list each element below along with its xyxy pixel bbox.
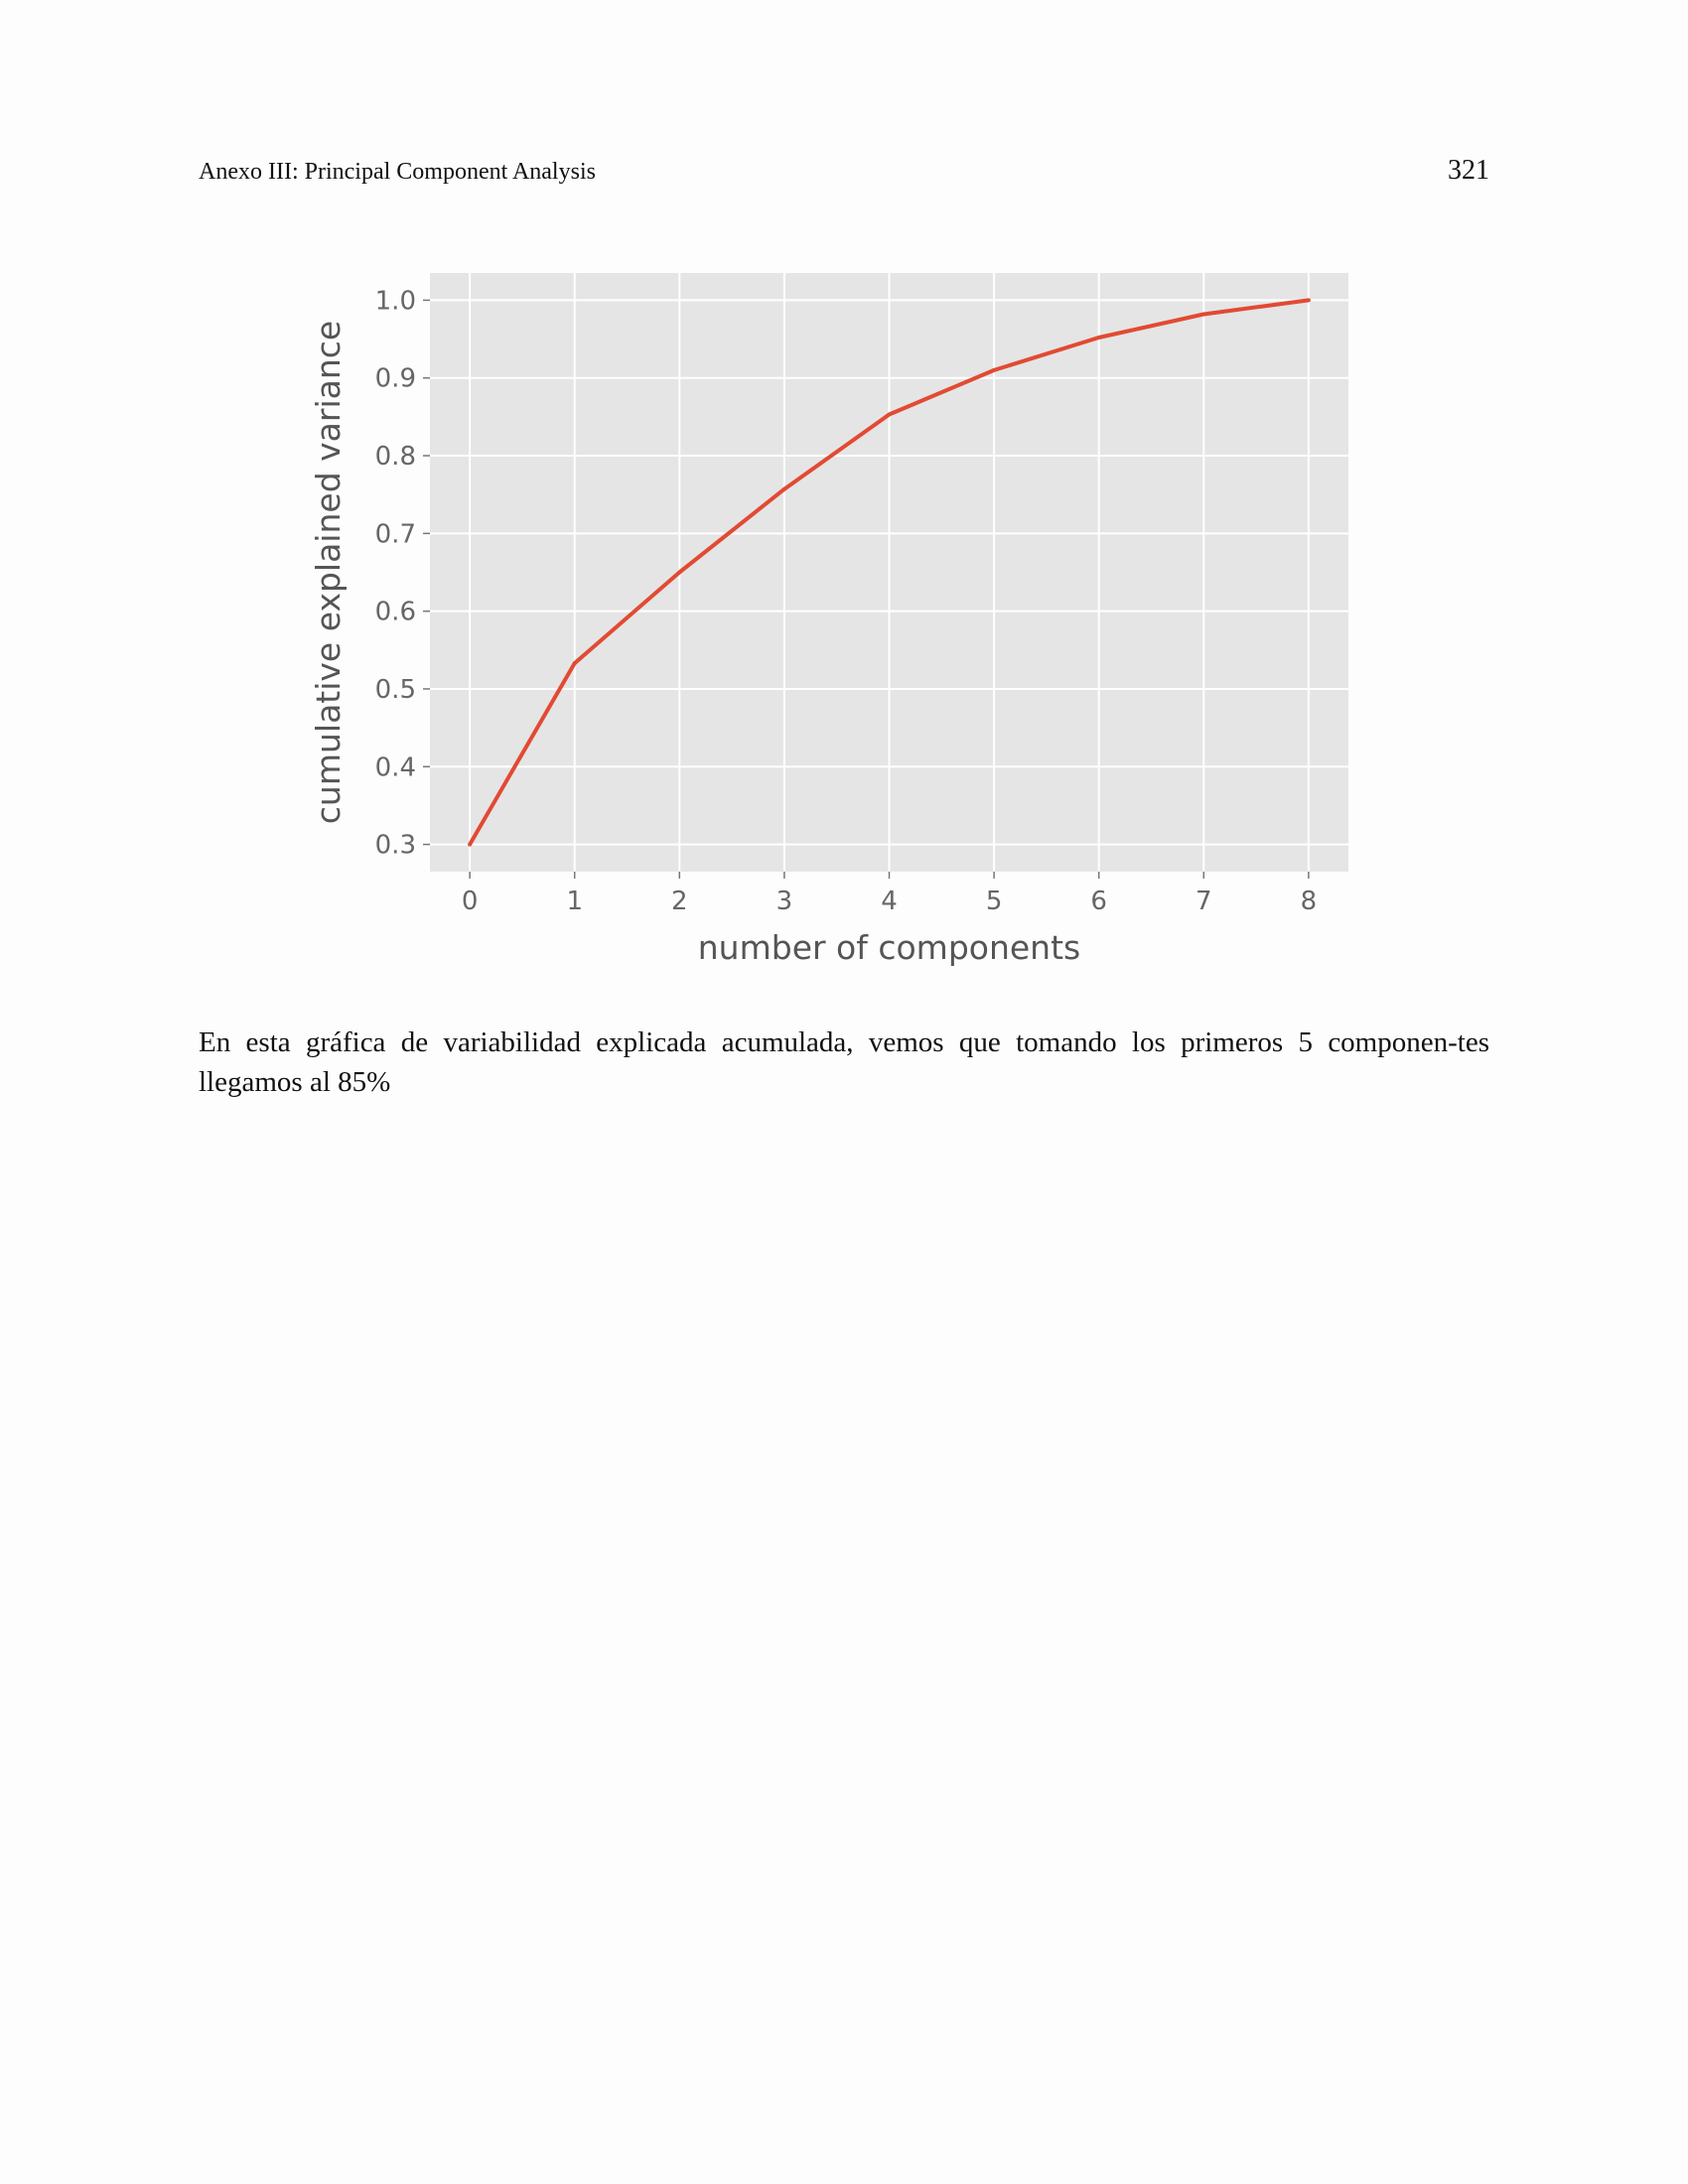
x-tick-label: 8 — [1301, 887, 1318, 916]
body-paragraph: En esta gráfica de variabilidad explicad… — [199, 1026, 1489, 1098]
x-tick-label: 6 — [1090, 887, 1107, 916]
y-tick-label: 0.7 — [375, 519, 416, 549]
data-point — [887, 412, 892, 417]
data-point — [1096, 335, 1101, 340]
x-tick-labels: 0 1 2 3 4 5 6 7 8 — [462, 887, 1317, 916]
x-tick-label: 2 — [671, 887, 688, 916]
x-tick-label: 5 — [986, 887, 1003, 916]
data-point — [992, 367, 997, 372]
x-tick-label: 3 — [776, 887, 793, 916]
data-point — [572, 661, 577, 666]
x-tick-label: 0 — [462, 887, 479, 916]
data-point — [677, 570, 682, 575]
gridlines — [423, 273, 1348, 879]
x-tick-label: 4 — [881, 887, 898, 916]
data-point — [1201, 312, 1206, 317]
y-tick-label: 0.5 — [375, 675, 416, 705]
y-axis-label: cumulative explained variance — [309, 321, 348, 824]
y-tick-label: 1.0 — [375, 286, 416, 316]
y-tick-label: 0.6 — [375, 598, 416, 627]
y-tick-label: 0.8 — [375, 442, 416, 472]
data-point — [781, 486, 786, 491]
chart-svg: 0.3 0.4 0.5 0.6 0.7 0.8 0.9 1.0 0 1 2 3 4 5 6 7 8 cumul… — [309, 273, 1348, 967]
data-point — [1306, 298, 1311, 303]
x-tick-label: 7 — [1196, 887, 1212, 916]
x-axis-label: number of components — [698, 928, 1080, 967]
y-tick-label: 0.9 — [375, 364, 416, 394]
page-number: 321 — [1448, 155, 1489, 186]
x-tick-label: 1 — [566, 887, 583, 916]
cumulative-variance-chart: 0.3 0.4 0.5 0.6 0.7 0.8 0.9 1.0 0 1 2 3 4 5 6 7 8 cumul… — [298, 258, 1390, 973]
y-tick-label: 0.3 — [375, 831, 416, 861]
y-tick-labels: 0.3 0.4 0.5 0.6 0.7 0.8 0.9 1.0 — [375, 286, 416, 860]
data-point — [468, 842, 473, 847]
running-head: Anexo III: Principal Component Analysis — [199, 159, 596, 185]
y-tick-label: 0.4 — [375, 752, 416, 782]
